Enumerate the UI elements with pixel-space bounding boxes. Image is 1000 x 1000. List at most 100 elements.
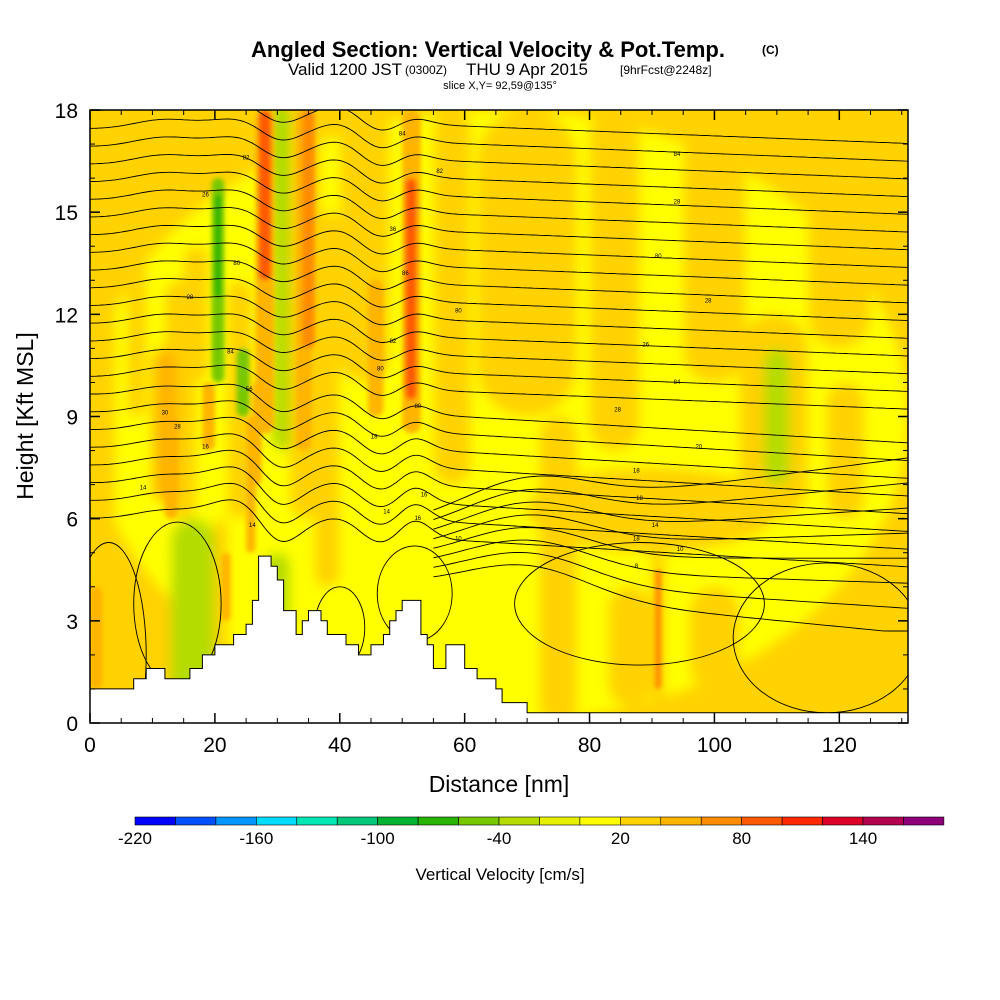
isentrope-line (433, 564, 908, 632)
colorbar-swatch (781, 816, 823, 826)
isentrope-line (90, 189, 908, 233)
isentrope-line (90, 499, 908, 568)
colorbar-swatch (134, 816, 176, 826)
colorbar-swatch (215, 816, 257, 826)
velocity-cell (276, 110, 286, 213)
contour-value-label: 86 (402, 271, 409, 277)
contour-value-label: 8 (635, 564, 639, 570)
terrain-mask (90, 555, 908, 723)
colorbar-swatch (741, 816, 783, 826)
contour-value-label: 28 (614, 407, 621, 413)
utc-time: (0300Z) (405, 63, 447, 77)
colorbar-swatch (620, 816, 662, 826)
isentrope-line (90, 400, 908, 462)
isentrope-line (90, 242, 908, 286)
contour-value-label: 28 (187, 295, 194, 301)
velocity-cell (314, 212, 340, 587)
isentrope-line (90, 433, 908, 497)
isentrope-line (433, 552, 908, 609)
colorbar-swatch (336, 816, 378, 826)
velocity-cell (683, 110, 746, 383)
contour-value-label: 16 (414, 516, 421, 522)
contour-value-label: 84 (674, 380, 681, 386)
velocity-cell (608, 586, 652, 706)
isentrope-line (90, 331, 908, 375)
y-tick-label: 12 (55, 304, 78, 327)
contour-value-label: 26 (642, 343, 649, 349)
y-tick-label: 18 (55, 100, 78, 123)
isentrope-line (90, 348, 908, 392)
isentrope-line (90, 383, 908, 444)
velocity-cell (433, 110, 471, 485)
contour-value-label: 16 (202, 445, 209, 451)
x-tick-label: 0 (84, 734, 96, 757)
colorbar-swatch (498, 816, 540, 826)
slice-info: slice X,Y= 92,59@135° (443, 80, 557, 92)
x-tick-label: 20 (203, 734, 226, 757)
contour-value-label: 82 (436, 169, 443, 175)
isentrope-line (90, 260, 908, 304)
vertical-velocity-field (90, 110, 908, 723)
contour-value-label: 14 (249, 523, 256, 529)
velocity-cell (221, 552, 231, 621)
contour-value-label: 56 (246, 387, 253, 393)
isentrope-line (90, 207, 908, 251)
contour-value-label: 80 (414, 404, 421, 410)
velocity-cell (826, 382, 865, 519)
contour-value-label: 26 (202, 193, 209, 199)
isentrope-line (433, 457, 908, 511)
velocity-cell (655, 569, 662, 689)
x-tick-label: 40 (328, 734, 351, 757)
isentrope-line (90, 313, 908, 357)
isentrope-line (90, 277, 908, 322)
isentrope-line (90, 449, 908, 515)
velocity-cell (183, 620, 197, 672)
x-tick-label: 80 (578, 734, 601, 757)
x-tick-label: 120 (822, 734, 857, 757)
isentrope-line (433, 527, 908, 559)
colorbar-swatch (700, 816, 742, 826)
isentrope-line (433, 501, 908, 530)
velocity-cell (90, 110, 115, 621)
contour-value-label: 80 (233, 261, 240, 267)
contour-value-label: 84 (399, 131, 406, 137)
velocity-cell (90, 586, 103, 689)
velocity-cell (589, 110, 640, 451)
valid-date: THU 9 Apr 2015 (466, 60, 588, 79)
colorbar-tick-label: 140 (849, 829, 877, 848)
colorbar-swatch (256, 816, 298, 826)
isentrope-line (90, 153, 908, 198)
isentrope-line (90, 482, 908, 550)
contour-value-label: 80 (377, 366, 384, 372)
contour-value-label: 80 (455, 309, 462, 315)
copyright-mark: (C) (762, 43, 779, 57)
isentrope-line (90, 110, 908, 144)
y-tick-label: 3 (66, 611, 78, 634)
colorbar-swatch (458, 816, 500, 826)
x-axis-label: Distance [nm] (429, 771, 570, 797)
x-axis-ticks: 0 20 40 60 80 100 120 (84, 110, 903, 757)
contour-value-label: 28 (174, 424, 181, 430)
y-tick-label: 15 (55, 202, 78, 225)
colorbar-swatch (660, 816, 702, 826)
velocity-cell (477, 110, 578, 417)
isentrope-line (90, 416, 908, 479)
isentrope-line (90, 118, 908, 162)
contour-value-label: 18 (371, 435, 378, 441)
colorbar-swatch (175, 816, 217, 826)
isentrope-line (90, 171, 908, 215)
plot-area: 84 84 82 82 26 28 36 80 80 86 28 80 28 82 26 84 80 84 56 80… (90, 110, 908, 723)
velocity-cell (214, 195, 222, 298)
y-tick-label: 0 (66, 713, 78, 736)
contour-value-label: 84 (227, 349, 234, 355)
contour-value-label: 20 (695, 445, 702, 451)
contour-value-label: 36 (390, 227, 397, 233)
colorbar-label: Vertical Velocity [cm/s] (415, 865, 584, 884)
isentrope-line (90, 136, 908, 180)
contour-value-label: 30 (162, 411, 169, 417)
contour-value-label: 28 (674, 200, 681, 206)
contour-value-label: 14 (652, 523, 659, 529)
contour-value-label: 18 (633, 469, 640, 475)
